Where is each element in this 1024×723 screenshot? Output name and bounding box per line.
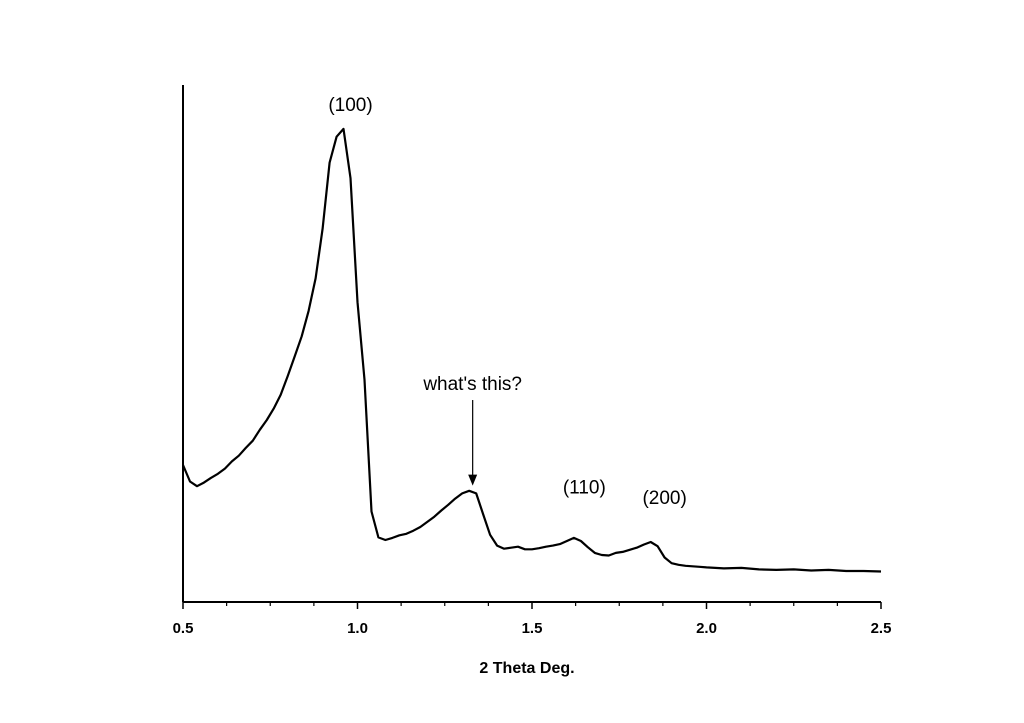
annotation-label: (100) [328, 95, 372, 116]
x-tick-label: 0.5 [173, 620, 194, 637]
annotation-label: what's this? [422, 374, 522, 395]
series-line-0 [181, 127, 882, 573]
x-tick-label: 1.0 [347, 620, 368, 637]
axes [182, 85, 881, 603]
annotations: (100) what's this? (110) (200) [328, 95, 686, 509]
x-ticks: 0.5 1.0 1.5 2.0 2.5 [173, 602, 892, 637]
x-tick-label: 2.0 [696, 620, 717, 637]
annotation-label: (110) [563, 477, 606, 498]
annotation-arrow-head [468, 474, 478, 486]
annotation-label: (200) [642, 488, 686, 509]
x-axis-label: 2 Theta Deg. [479, 660, 574, 677]
x-tick-label: 1.5 [522, 620, 543, 637]
x-tick-label: 2.5 [871, 620, 892, 637]
series-group [181, 127, 882, 573]
